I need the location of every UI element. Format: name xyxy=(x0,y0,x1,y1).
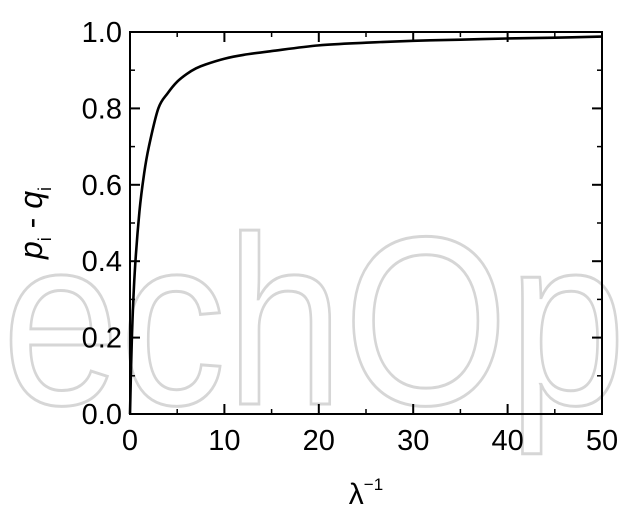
x-tick-label: 40 xyxy=(491,425,523,457)
watermark-text: echOp xyxy=(2,187,626,455)
plot-frame xyxy=(129,31,603,415)
y-axis-q: q xyxy=(13,191,49,209)
y-axis-p-sub: i xyxy=(35,237,55,241)
series-line xyxy=(128,35,603,415)
y-axis-sep: - xyxy=(13,209,49,237)
y-tick-label: 0.6 xyxy=(82,170,122,202)
axis-tick-labels: 0 10 20 30 40 50 0.0 0.2 0.4 0.6 0.8 1.0 xyxy=(82,17,618,457)
x-tick-label: 30 xyxy=(397,425,429,457)
x-axis-sup: −1 xyxy=(364,475,383,494)
x-axis-title: λ−1 xyxy=(349,475,383,511)
y-axis-title: pi - qi xyxy=(13,187,55,260)
x-tick-label: 20 xyxy=(303,425,335,457)
y-tick-label: 0.4 xyxy=(82,246,122,278)
y-tick-label: 1.0 xyxy=(82,17,122,49)
x-axis-base: λ xyxy=(349,478,364,511)
x-tick-label: 50 xyxy=(586,425,618,457)
x-tick-label: 0 xyxy=(122,425,138,457)
y-axis-q-sub: i xyxy=(35,187,55,191)
y-axis-p: p xyxy=(13,241,49,260)
y-tick-label: 0.2 xyxy=(82,323,122,355)
x-tick-label: 10 xyxy=(208,425,240,457)
y-tick-label: 0.0 xyxy=(82,399,122,431)
y-tick-label: 0.8 xyxy=(82,93,122,125)
